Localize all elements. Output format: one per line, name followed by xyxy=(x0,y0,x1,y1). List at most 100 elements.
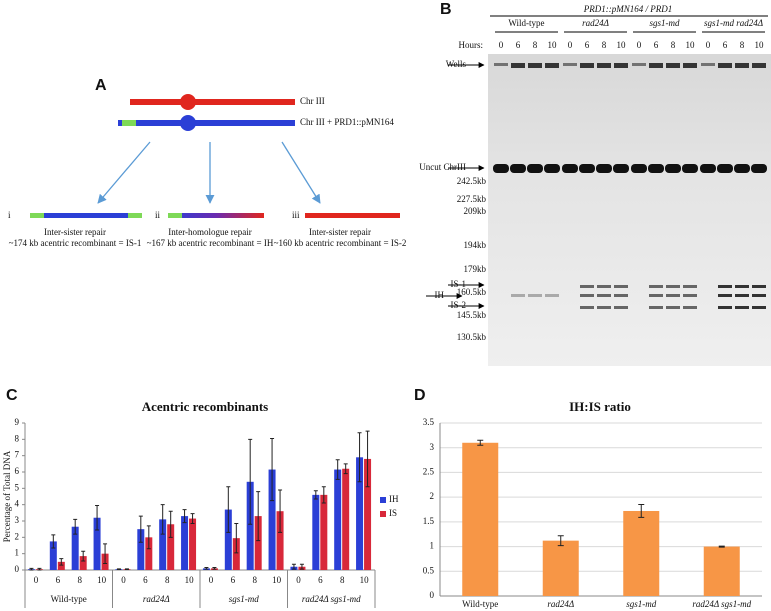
gel-band xyxy=(735,294,749,297)
x-tick-label: 8 xyxy=(165,575,170,585)
chromosome-label: Chr III xyxy=(300,96,325,106)
gel-band xyxy=(666,306,680,309)
marker-label: 179kb xyxy=(464,264,487,274)
lane-label: 6 xyxy=(723,40,728,50)
bar xyxy=(342,468,350,570)
chart-title: IH:IS ratio xyxy=(569,399,631,414)
gel-band xyxy=(683,285,697,288)
chromosome xyxy=(130,99,295,105)
error-bar xyxy=(190,513,195,524)
bar xyxy=(312,494,320,570)
gel-band xyxy=(683,306,697,309)
error-bar xyxy=(37,567,42,571)
error-bar xyxy=(116,568,121,571)
error-bar xyxy=(718,545,725,548)
gel-band xyxy=(579,164,595,173)
chromosome xyxy=(118,120,295,126)
error-bar xyxy=(357,432,362,483)
x-tick-label: sgs1-md xyxy=(626,599,657,609)
bar xyxy=(181,516,189,570)
gel-band xyxy=(580,294,594,297)
bar xyxy=(268,469,276,570)
x-tick-label: 8 xyxy=(252,575,257,585)
gel-band xyxy=(683,63,697,68)
group-label: sgs1-md xyxy=(229,594,260,604)
outcome-title: Inter-sister repair xyxy=(44,227,106,237)
gel-band xyxy=(597,306,611,309)
chart-title: Acentric recombinants xyxy=(142,399,268,414)
error-bar xyxy=(234,522,239,554)
chromosome-label: Chr III + PRD1::pMN164 xyxy=(300,117,394,127)
gel-band xyxy=(751,164,767,173)
gel-band xyxy=(683,294,697,297)
y-tick-label: 3 xyxy=(430,442,435,452)
numeral: ii xyxy=(155,210,161,220)
outcome-title: Inter-homologue repair xyxy=(168,227,252,237)
recombinant xyxy=(30,213,142,218)
gel-band xyxy=(528,294,542,297)
group-label: Wild-type xyxy=(51,594,87,604)
gel-band xyxy=(613,164,629,173)
group-label: rad24Δ xyxy=(143,594,170,604)
bar xyxy=(93,517,101,570)
gel-band xyxy=(597,285,611,288)
legend-swatch xyxy=(380,511,386,517)
x-tick-label: 6 xyxy=(56,575,61,585)
bar xyxy=(137,529,145,570)
y-tick-label: 7 xyxy=(15,450,20,460)
gel-band xyxy=(545,294,559,297)
legend-label: IH xyxy=(389,494,399,504)
x-tick-label: 10 xyxy=(272,575,282,585)
arrow xyxy=(97,141,151,204)
gel-band xyxy=(734,164,750,173)
gel-band xyxy=(545,63,559,68)
y-tick-label: 0 xyxy=(15,564,20,574)
gel-band xyxy=(580,285,594,288)
y-tick-label: 3 xyxy=(15,515,20,525)
gel-band xyxy=(614,294,628,297)
error-bar xyxy=(182,509,187,524)
gel-band xyxy=(648,164,664,173)
gel-band xyxy=(493,164,509,173)
gel-band xyxy=(717,164,733,173)
gel-band xyxy=(580,306,594,309)
lane-label: 0 xyxy=(568,40,573,50)
gel-band xyxy=(596,164,612,173)
outcome-detail: ~167 kb acentric recombinant = IH xyxy=(147,238,274,248)
bar xyxy=(145,537,153,570)
panel-label: A xyxy=(95,77,107,94)
y-tick-label: 9 xyxy=(15,417,20,427)
gel-band xyxy=(752,63,766,68)
error-bar xyxy=(95,504,100,531)
x-tick-label: 6 xyxy=(143,575,148,585)
group-label: Wild-type xyxy=(508,18,544,28)
gel-band xyxy=(649,306,663,309)
error-bar xyxy=(212,567,217,570)
error-bar xyxy=(278,489,283,533)
bar xyxy=(189,518,197,570)
y-tick-label: 3.5 xyxy=(423,417,435,427)
gel-band xyxy=(665,164,681,173)
gel-band xyxy=(735,306,749,309)
y-tick-label: 0.5 xyxy=(423,565,435,575)
lane-label: 6 xyxy=(585,40,590,50)
x-tick-label: 10 xyxy=(185,575,195,585)
bar xyxy=(703,546,740,596)
gel-band xyxy=(614,285,628,288)
outcome-detail: ~174 kb acentric recombinant = IS-1 xyxy=(9,238,142,248)
error-bar xyxy=(146,525,151,550)
x-tick-label: Wild-type xyxy=(462,599,498,609)
error-bar xyxy=(73,518,78,535)
error-bar xyxy=(226,486,231,533)
centromere xyxy=(180,115,196,131)
gel-band xyxy=(511,63,525,68)
error-bar xyxy=(168,510,173,538)
lane-label: 8 xyxy=(602,40,607,50)
error-bar xyxy=(270,438,275,502)
gel-band xyxy=(682,164,698,173)
panel-label: D xyxy=(414,387,426,404)
error-bar xyxy=(124,568,129,571)
error-bar xyxy=(321,486,326,504)
gel-band xyxy=(580,63,594,68)
